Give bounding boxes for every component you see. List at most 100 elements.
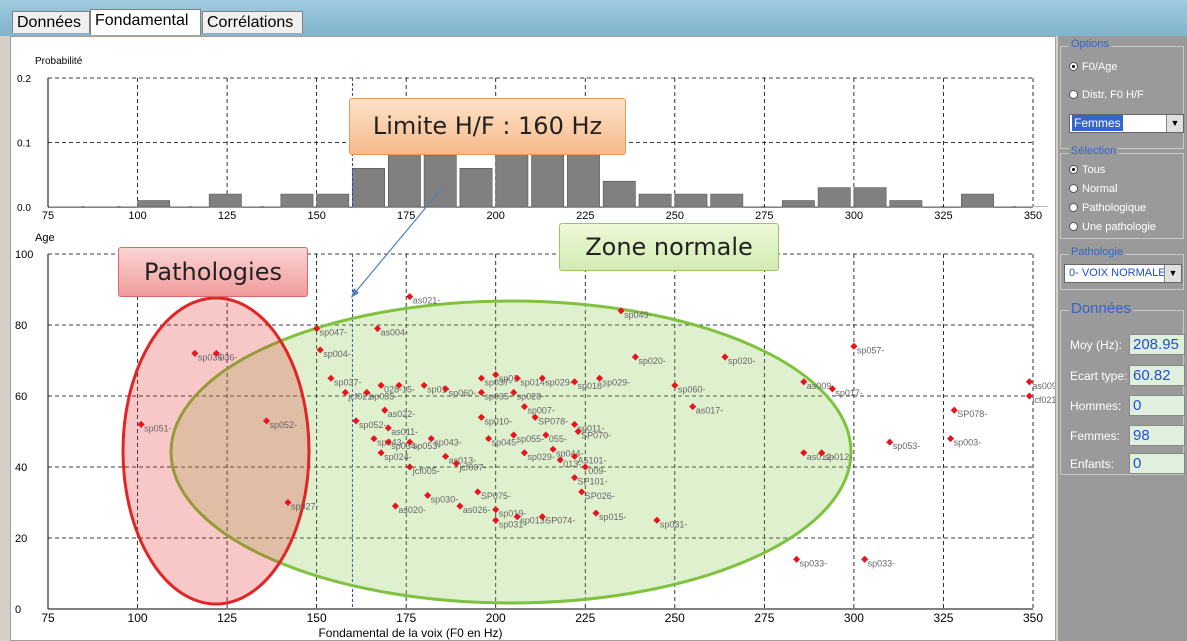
histogram-bar <box>781 200 815 208</box>
radio-une-pathologie[interactable]: Une pathologie <box>1069 221 1156 233</box>
scatter-point <box>538 374 546 382</box>
histogram-x-tick-label: 100 <box>128 210 146 222</box>
scatter-point-label: sp030- <box>431 494 459 504</box>
tab-correlations[interactable]: Corrélations <box>202 11 303 33</box>
histogram-bar <box>602 180 636 208</box>
scatter-point <box>352 417 360 425</box>
scatter-point <box>510 388 518 396</box>
histogram-y-tick-label: 0.1 <box>17 139 31 150</box>
scatter-point <box>631 353 639 361</box>
population-combo[interactable]: Femmes ▼ <box>1069 114 1184 133</box>
scatter-point <box>513 374 521 382</box>
scatter-point <box>570 452 579 460</box>
histogram-x-tick-label: 125 <box>218 210 236 222</box>
scatter-point-label: SP070- <box>581 431 611 441</box>
chevron-down-icon[interactable]: ▼ <box>1164 265 1181 282</box>
chevron-down-icon[interactable]: ▼ <box>1166 115 1183 132</box>
histogram-baseline-bar <box>84 206 118 207</box>
radio-tous[interactable]: Tous <box>1069 164 1105 176</box>
scatter-point-label: SP078- <box>538 416 568 426</box>
histogram-baseline-bar <box>693 206 726 207</box>
histogram-baseline-bar <box>299 206 332 207</box>
histogram-bar <box>280 193 314 208</box>
scatter-x-tick-label: 200 <box>486 611 506 625</box>
histogram-x-tick-label: 250 <box>666 210 684 222</box>
histogram-x-tick-label: 350 <box>1024 210 1042 222</box>
scatter-point-label: as013- <box>449 455 477 465</box>
scatter-x-tick-label: 150 <box>307 611 327 625</box>
scatter-point-label: sp020- <box>728 356 756 366</box>
radio-off-icon <box>1069 184 1078 193</box>
scatter-point-label: sp012- <box>825 452 853 462</box>
scatter-point <box>406 438 414 446</box>
scatter-point <box>442 452 450 460</box>
scatter-point-label: as017- <box>696 406 724 416</box>
scatter-point <box>570 420 579 428</box>
scatter-point-label: 009- <box>588 466 606 476</box>
pathology-zone-ellipse <box>121 296 311 606</box>
tab-donnees[interactable]: Données <box>12 11 90 33</box>
scatter-point-label: sp057- <box>857 345 885 355</box>
scatter-point-label: sp018- <box>578 381 606 391</box>
scatter-point-label: sp036- <box>198 352 226 362</box>
tab-fondamental[interactable]: Fondamental <box>90 9 201 35</box>
histogram-baseline-bar <box>228 206 261 207</box>
pathologie-combo[interactable]: 0- VOIX NORMALE ▼ <box>1064 264 1182 283</box>
scatter-point-label: as012- <box>807 452 835 462</box>
scatter-point <box>617 307 625 315</box>
scatter-point-label: sp029- <box>527 452 555 462</box>
scatter-point-label: sp015- <box>599 512 627 522</box>
scatter-point <box>384 438 392 446</box>
population-combo-value: Femmes <box>1072 115 1123 131</box>
hommes-label: Hommes: <box>1070 399 1122 413</box>
tab-bar: Données Fondamental Corrélations <box>0 0 1187 36</box>
radio-f0-age[interactable]: F0/Age <box>1069 61 1117 73</box>
histogram-y-tick-label: 0.0 <box>17 203 31 214</box>
scatter-point <box>653 516 661 524</box>
radio-on-icon <box>1069 165 1078 174</box>
scatter-x-tick-label: 275 <box>754 611 774 625</box>
scatter-chart: Age 0 20 40 60 80 100 75 100 125 150 175 200 225 250 27… <box>15 186 1055 640</box>
radio-normal[interactable]: Normal <box>1069 183 1117 195</box>
histogram-bar <box>459 168 493 208</box>
scatter-point-label: sp013- <box>520 516 548 526</box>
ecart-label: Ecart type: <box>1070 369 1128 383</box>
histogram-baseline-bar <box>908 206 941 207</box>
scatter-point-label: sp053- <box>893 441 921 451</box>
histogram-x-tick-label: 225 <box>576 210 594 222</box>
scatter-point <box>578 488 586 496</box>
radio-distr-f0[interactable]: Distr. F0 H/F <box>1069 89 1144 101</box>
scatter-point <box>886 438 894 446</box>
scatter-point-label: 013- <box>563 459 581 469</box>
scatter-point <box>800 378 808 386</box>
scatter-point-label: sp014- <box>520 377 548 387</box>
scatter-x-tick-label: 175 <box>396 611 416 625</box>
scatter-point <box>492 516 500 524</box>
scatter-point-label: sp029- <box>545 377 573 387</box>
scatter-point-label: sp003- <box>954 438 982 448</box>
histogram-baseline-bar <box>550 206 583 207</box>
histogram-bar <box>531 148 565 208</box>
arrow-head-icon <box>351 288 359 298</box>
scatter-point-label: sp027- <box>291 502 319 512</box>
scatter-point <box>570 474 579 482</box>
scatter-point <box>510 431 518 439</box>
scatter-point-label: 15- <box>402 384 415 394</box>
histogram-baseline-bar <box>407 206 440 207</box>
femmes-value: 98 <box>1129 425 1185 446</box>
scatter-point-label: sp051- <box>144 423 172 433</box>
histogram-baseline-bar <box>729 206 762 207</box>
scatter-point <box>406 293 414 301</box>
radio-pathologique[interactable]: Pathologique <box>1069 202 1146 214</box>
histogram-baseline-bar <box>49 206 82 207</box>
histogram-baseline-bar <box>514 206 547 207</box>
scatter-point <box>574 427 582 436</box>
scatter-point <box>520 449 528 457</box>
normal-zone-callout: Zone normale <box>559 223 779 271</box>
scatter-point <box>341 388 349 396</box>
histogram-bar <box>674 193 708 208</box>
scatter-point <box>581 463 589 471</box>
scatter-point <box>531 413 539 421</box>
radio-tous-label: Tous <box>1082 164 1106 176</box>
scatter-point-label: 055- <box>549 434 567 444</box>
